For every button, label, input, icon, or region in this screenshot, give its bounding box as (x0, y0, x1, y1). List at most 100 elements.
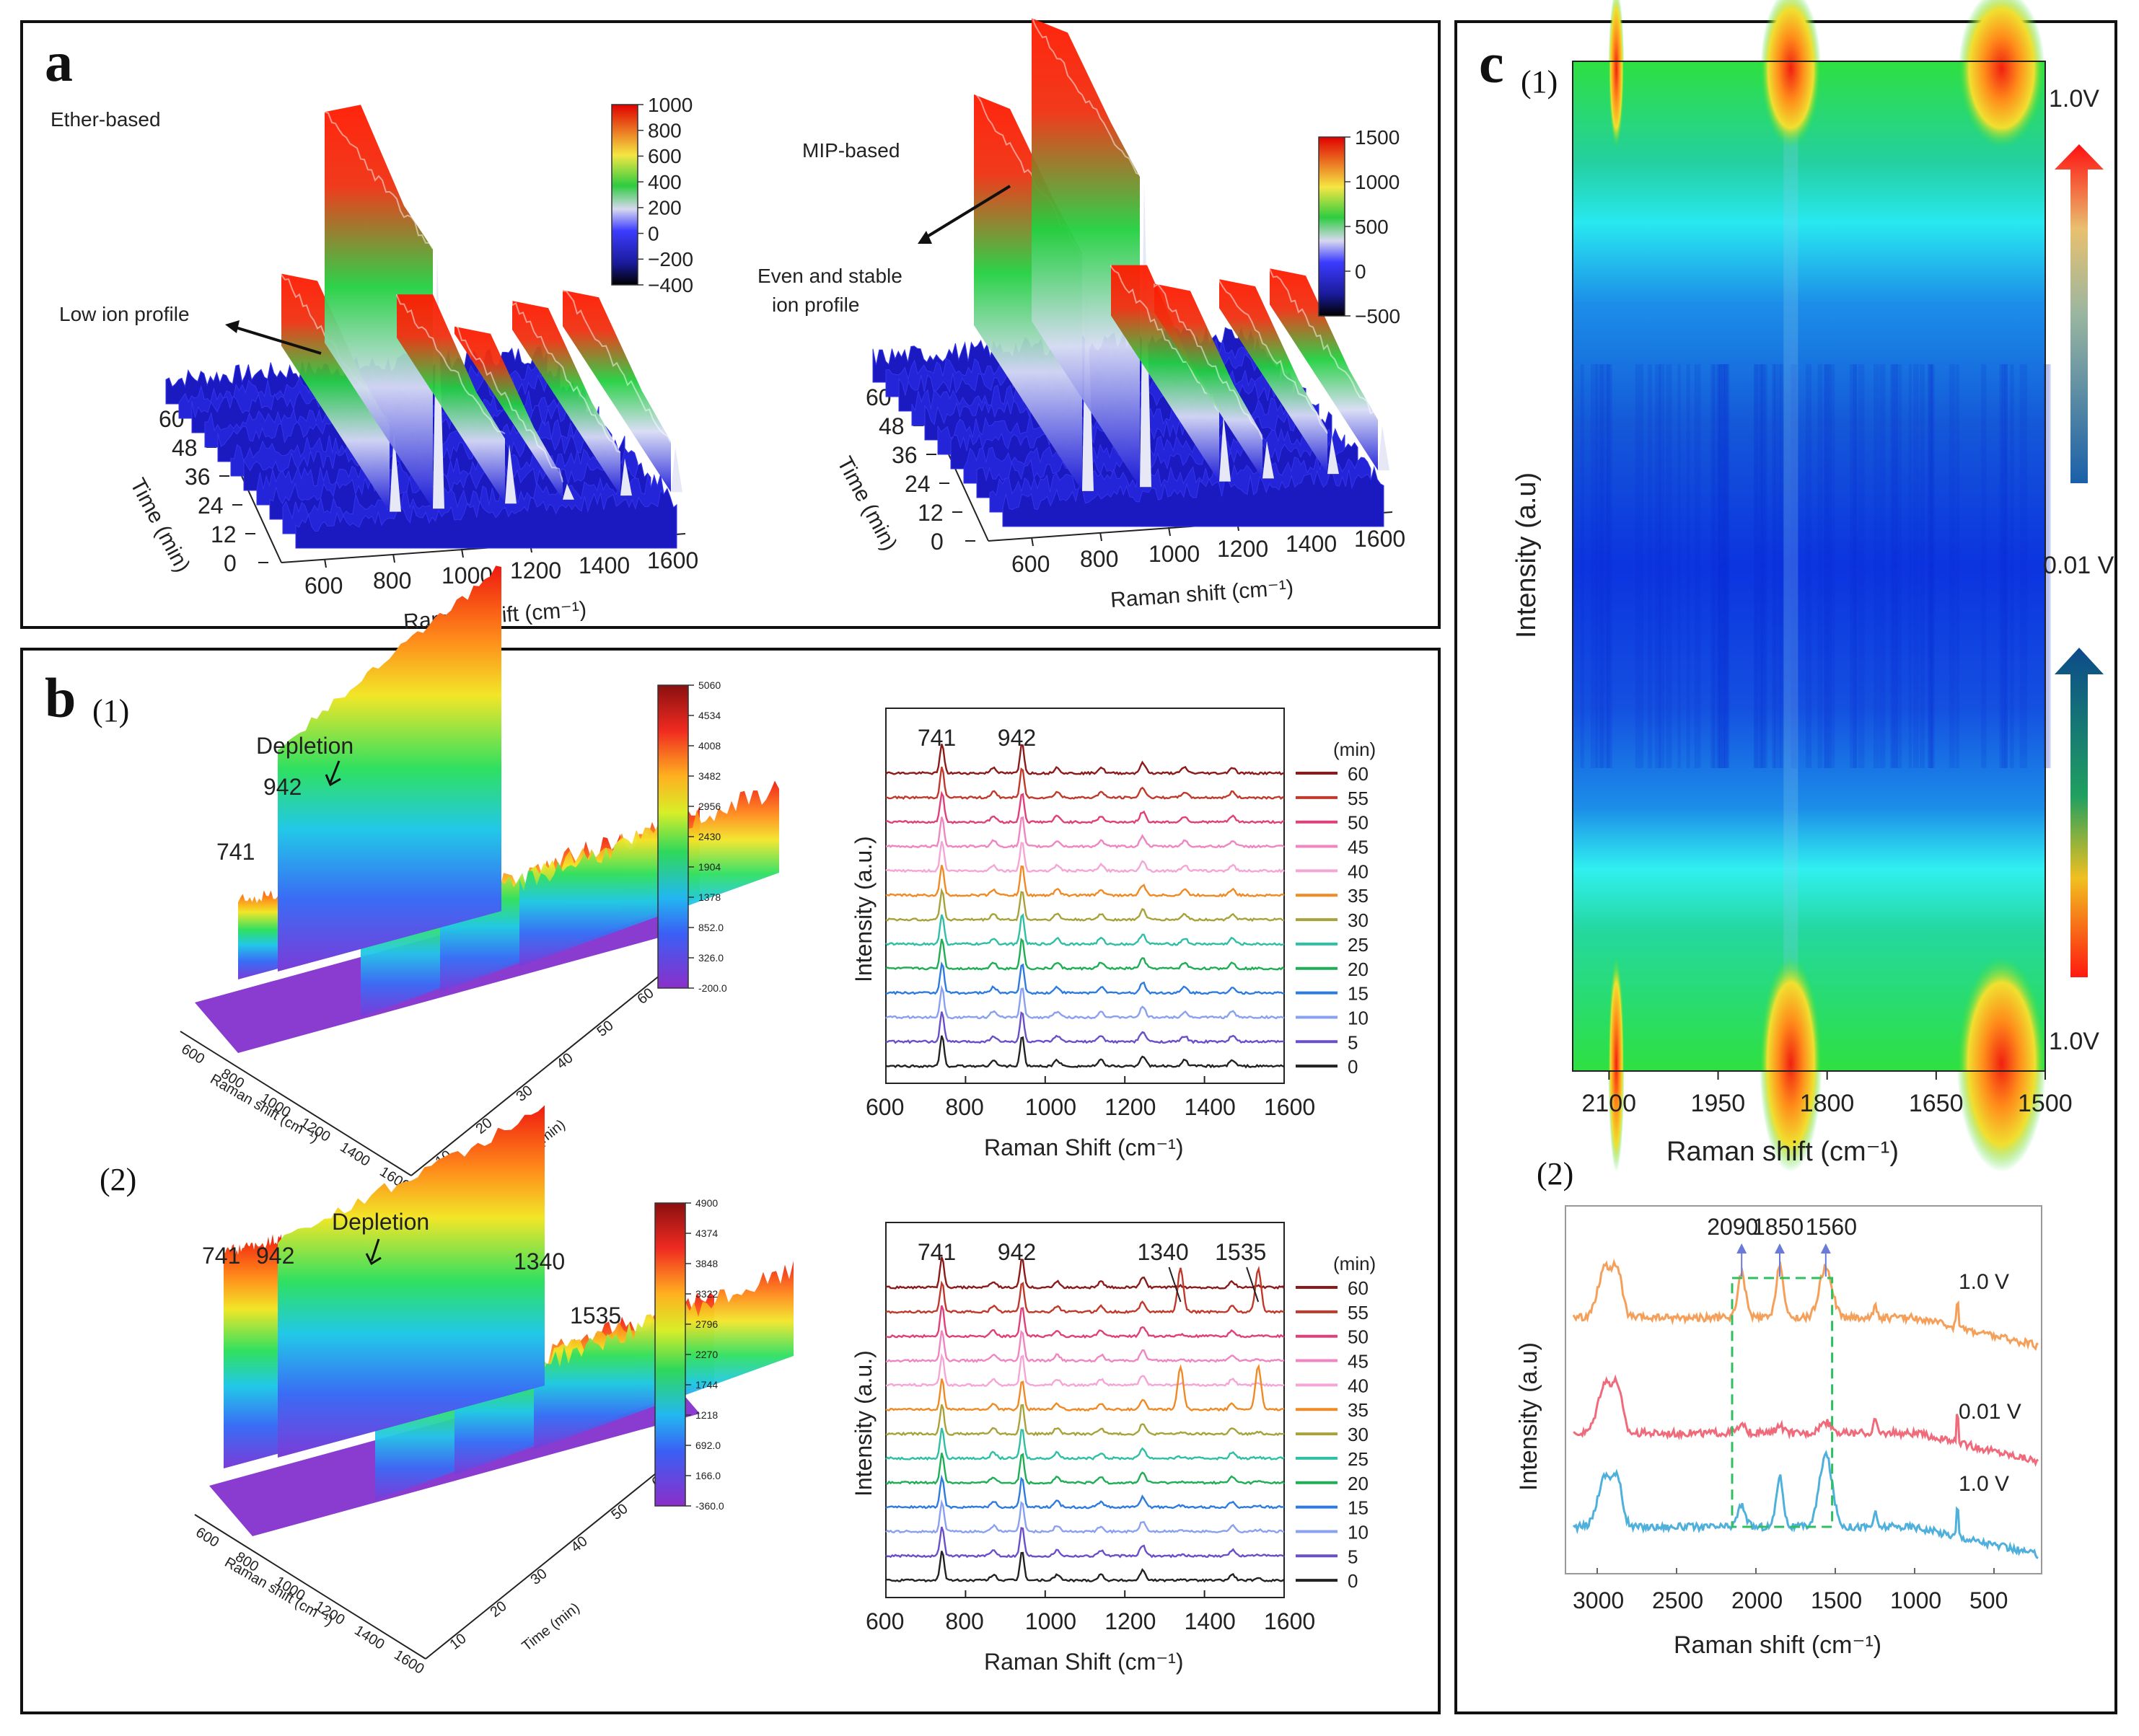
texture-stripe (1580, 364, 1584, 768)
panel-b-frame (20, 648, 1441, 1714)
t-tick-label: 10 (447, 1631, 470, 1653)
peak-front (505, 444, 517, 504)
texture-stripe (1717, 364, 1725, 768)
legend-label: 5 (1348, 1031, 1358, 1053)
highlight-box (1731, 1277, 1834, 1528)
t-tick-label: 24 (905, 471, 931, 497)
mip-title: MIP-based (802, 139, 900, 162)
x-tick-label: 1400 (1185, 1608, 1236, 1634)
x-tick-label: 1000 (1148, 541, 1200, 567)
peak-wall (325, 105, 433, 509)
series-15 (886, 961, 1285, 995)
texture-stripe (1830, 364, 1835, 768)
x-tick-label: 1200 (1217, 536, 1268, 562)
colorbar-label: 3482 (698, 770, 721, 782)
legend-label: 30 (1348, 909, 1369, 931)
texture-stripe (1858, 364, 1865, 768)
legend-label: 60 (1348, 763, 1369, 785)
texture-stripe (1912, 364, 1919, 768)
panel-b-letter: b (45, 666, 76, 729)
series-25 (885, 913, 1285, 947)
low-ion-arrowhead (225, 320, 240, 333)
texture-stripe (1724, 364, 1730, 768)
t-tick-label: 36 (185, 464, 211, 490)
legend-label: 30 (1348, 1424, 1369, 1445)
colorbar-label: 1378 (698, 891, 721, 903)
legend-label: 45 (1348, 837, 1369, 858)
colorbar-label: 400 (648, 171, 682, 193)
legend-label: 0 (1348, 1056, 1358, 1078)
peak-wall-edge (1269, 268, 1379, 418)
colorbar-label: 1904 (698, 861, 721, 873)
x-tick-label: 1000 (1890, 1587, 1941, 1613)
peak-wall (1270, 268, 1378, 471)
peak-wall (1111, 265, 1219, 482)
peak-wall (278, 1105, 545, 1458)
x-tick-label: 1200 (1104, 1094, 1156, 1120)
t-tick-label: 20 (473, 1115, 496, 1137)
peak-label-942: 942 (998, 1239, 1036, 1265)
x-axis-line (180, 1031, 412, 1176)
x-tick-label: 1400 (1185, 1094, 1236, 1120)
texture-stripe (1763, 364, 1767, 768)
series-60 (885, 1256, 1285, 1290)
legend-title: (min) (1333, 1253, 1376, 1274)
series-1.0V-2 (1572, 1450, 2039, 1559)
legend-label: 25 (1348, 934, 1369, 956)
series-label: 1.0 V (1959, 1270, 2009, 1294)
y-axis-label: Intensity (a.u) (1511, 472, 1542, 638)
c1-contour-map: 2100 1950 1800 1650 1500 Raman shift (cm⁻¹) In… (1511, 0, 2114, 1172)
colorbar-label: 600 (648, 145, 682, 167)
hotspot-bottom-1850 (1759, 956, 1822, 1172)
legend-label: 55 (1348, 1302, 1369, 1323)
voltage-mid-label: 0.01 V (2043, 552, 2114, 579)
texture-stripe (2019, 364, 2028, 768)
peak-label-741: 741 (918, 725, 956, 751)
colorbar-label: −400 (648, 274, 693, 296)
depletion-arrow (365, 1238, 382, 1266)
peak-front (1262, 441, 1274, 479)
texture-stripe (1677, 364, 1681, 768)
colorbar-label: 1744 (695, 1379, 718, 1391)
texture-stripe (1879, 364, 1886, 768)
b1-3d-surface: 6008001000120014001600102030405060Raman … (178, 565, 779, 1194)
c2-sublabel: (2) (1537, 1156, 1573, 1191)
texture-stripe (1849, 364, 1858, 768)
texture-stripe (1892, 364, 1898, 768)
peak-leader (1246, 1266, 1260, 1303)
even-arrow (923, 185, 1011, 239)
legend-label: 20 (1348, 1473, 1369, 1494)
x-tick-label: 600 (1011, 551, 1050, 577)
x-tick-label: 2100 (1581, 1090, 1636, 1117)
peak-label-942: 942 (998, 725, 1036, 751)
legend-label: 40 (1348, 1375, 1369, 1396)
texture-stripe (1761, 364, 1766, 768)
texture-stripe (1981, 364, 1987, 768)
x-tick-label: 1950 (1691, 1090, 1746, 1117)
series-0 (885, 1035, 1285, 1069)
texture-stripe (1718, 364, 1728, 768)
texture-stripe (1694, 364, 1701, 768)
peak-front (563, 483, 574, 500)
texture-stripe (1724, 364, 1729, 768)
texture-stripe (1805, 364, 1812, 768)
series-5 (885, 1011, 1285, 1044)
x-tick-label: 1200 (1104, 1608, 1156, 1634)
texture-stripe (1759, 364, 1764, 768)
legend-label: 10 (1348, 1007, 1369, 1028)
t-tick-label: 48 (879, 413, 905, 439)
legend-label: 15 (1348, 983, 1369, 1005)
legend-label: 55 (1348, 788, 1369, 809)
depletion-label: Depletion (332, 1209, 429, 1235)
peak-label-942: 942 (263, 774, 302, 800)
texture-stripe (1898, 364, 1902, 768)
x-tick-label: 3000 (1573, 1587, 1624, 1613)
t-axis-line (410, 966, 672, 1176)
legend-label: 45 (1348, 1351, 1369, 1373)
colorbar-label: 1000 (1355, 171, 1400, 193)
x-tick (1099, 532, 1102, 542)
texture-stripe (1780, 364, 1784, 768)
texture-stripe (1930, 364, 1933, 768)
t-tick-label: 24 (198, 493, 224, 519)
